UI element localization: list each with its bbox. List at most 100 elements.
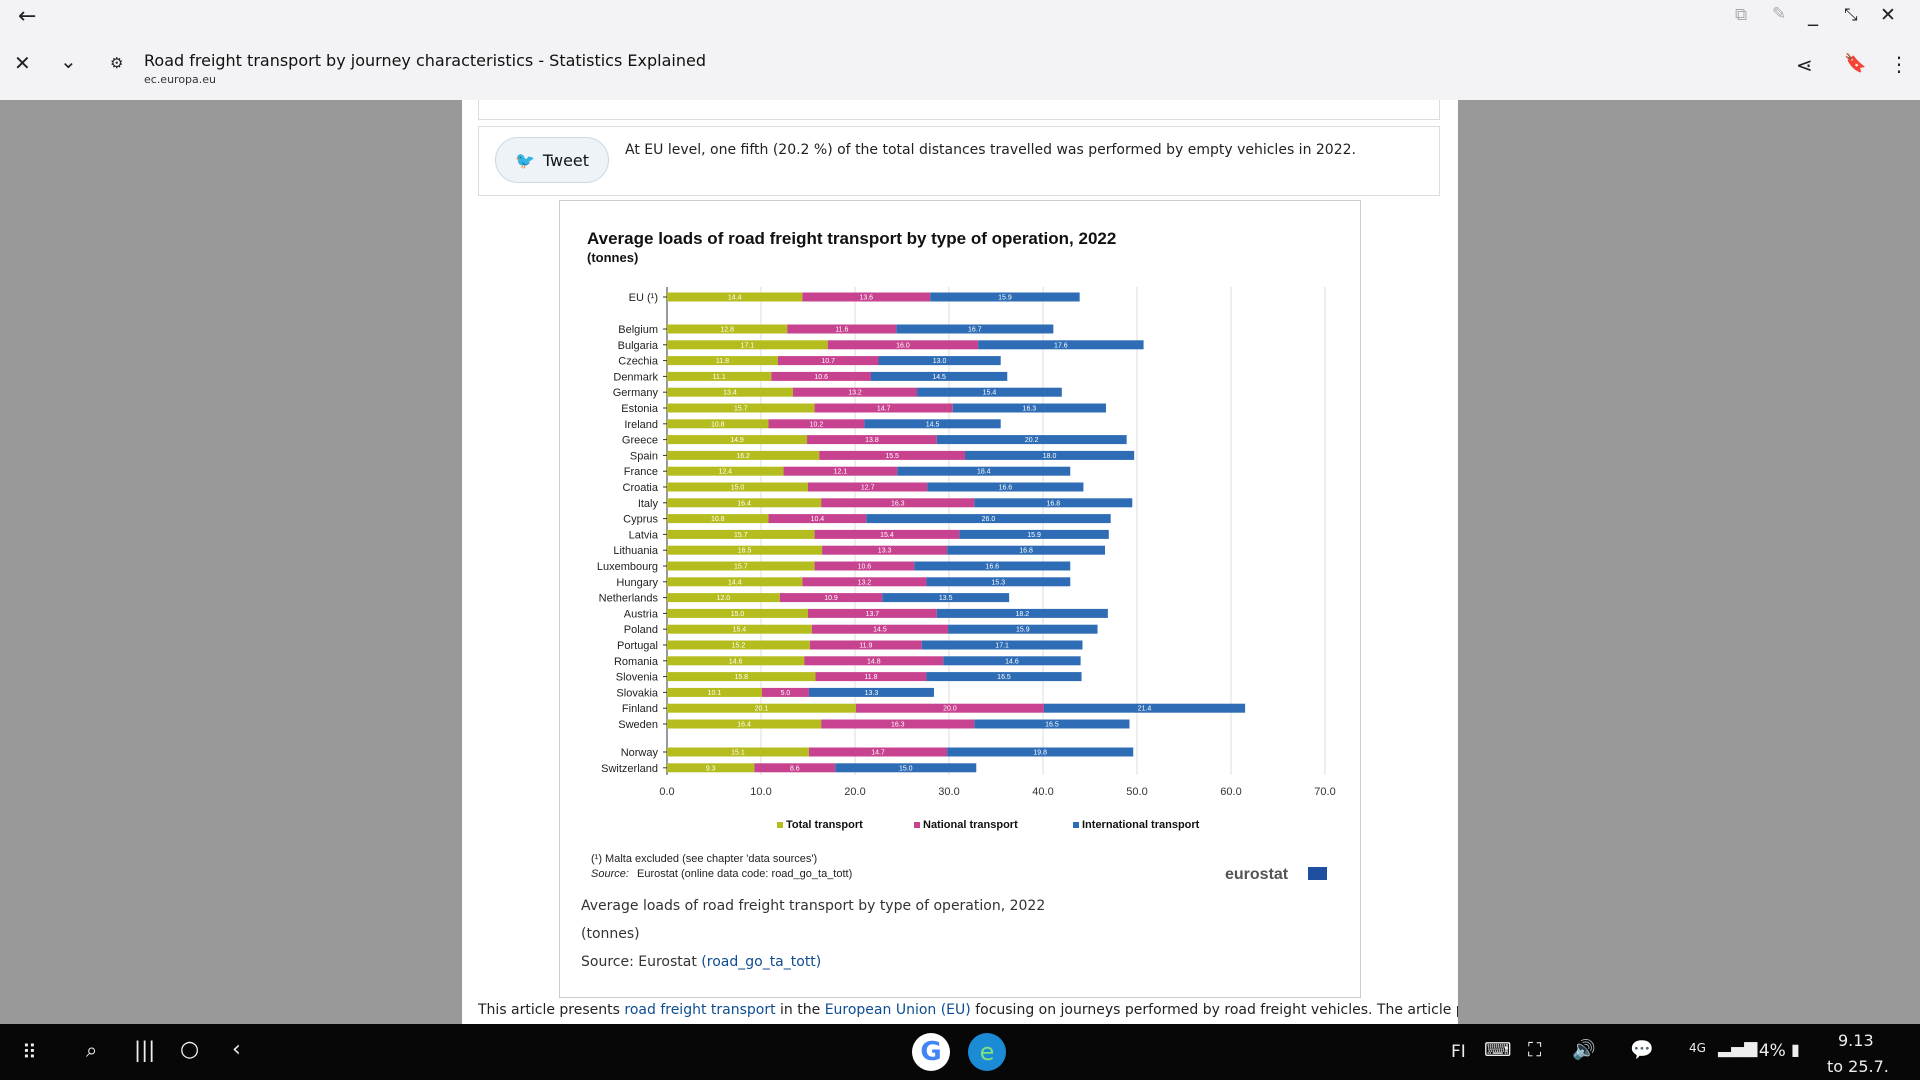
- window-duplicate-icon[interactable]: ⧉: [1735, 5, 1748, 25]
- bar-value-label: 16.6: [999, 485, 1013, 492]
- apps-grid-icon[interactable]: ⠿: [22, 1040, 37, 1064]
- notification-icon[interactable]: 💬: [1630, 1039, 1654, 1061]
- bar-value-label: 19.8: [1033, 750, 1047, 757]
- edge-browser-icon[interactable]: e: [968, 1033, 1006, 1071]
- minimize-icon[interactable]: _: [1808, 2, 1818, 26]
- battery-icon: ▮: [1791, 1040, 1800, 1059]
- clock-time[interactable]: 9.13: [1838, 1031, 1874, 1050]
- bar-segment: [948, 624, 1098, 634]
- article-text-1: This article presents: [478, 1002, 625, 1018]
- caption-unit: (tonnes): [581, 926, 640, 942]
- article-content: 🐦 Tweet At EU level, one fifth (20.2 %) …: [462, 100, 1458, 1024]
- bar-segment: [866, 514, 1111, 524]
- browser-address-bar: ✕ ⌄ ⚙ ⋖ 🔖 ⋮: [0, 34, 1920, 100]
- bar-value-label: 10.4: [811, 516, 825, 523]
- bar-segment: [667, 608, 808, 618]
- chart[interactable]: Average loads of road freight transport …: [560, 201, 1362, 999]
- bar-value-label: 14.7: [871, 750, 885, 757]
- page-url: ec.europa.eu: [144, 73, 217, 86]
- bar-value-label: 14.6: [729, 658, 743, 665]
- bar-value-label: 14.9: [730, 437, 744, 444]
- tweet-text: At EU level, one fifth (20.2 %) of the t…: [625, 142, 1356, 158]
- more-menu-icon[interactable]: ⋮: [1889, 52, 1909, 76]
- bar-value-label: 14.4: [728, 579, 742, 586]
- language-indicator[interactable]: FI: [1451, 1042, 1466, 1062]
- bar-value-label: 15.4: [983, 390, 997, 397]
- bar-value-label: 5.0: [781, 690, 791, 697]
- keyboard-icon[interactable]: ⌨: [1484, 1039, 1512, 1061]
- bar-segment: [667, 340, 828, 350]
- link-european-union[interactable]: European Union (EU): [824, 1002, 971, 1018]
- chart-source-label: Source:: [591, 868, 629, 880]
- nav-back-icon[interactable]: ‹: [232, 1037, 241, 1062]
- category-label: France: [624, 466, 658, 478]
- caption-title: Average loads of road freight transport …: [581, 898, 1046, 914]
- bar-value-label: 8.6: [790, 765, 800, 772]
- bar-segment: [667, 656, 805, 666]
- bar-value-label: 12.0: [717, 595, 731, 602]
- bar-value-label: 20.0: [943, 706, 957, 713]
- screenshot-icon[interactable]: ⛶: [1528, 1039, 1542, 1061]
- article-text-2: in the: [775, 1002, 825, 1018]
- close-window-icon[interactable]: ✕: [1880, 4, 1896, 26]
- share-icon[interactable]: ⋖: [1796, 53, 1813, 77]
- bar-value-label: 15.0: [899, 765, 913, 772]
- chevron-down-icon[interactable]: ⌄: [60, 49, 77, 73]
- bar-value-label: 10.8: [711, 516, 725, 523]
- bar-value-label: 13.5: [939, 595, 953, 602]
- recents-icon[interactable]: |||: [134, 1038, 156, 1062]
- category-label: Finland: [622, 703, 658, 715]
- pin-icon[interactable]: ✎: [1772, 4, 1787, 24]
- bar-segment: [917, 387, 1062, 397]
- bar-value-label: 10.6: [814, 374, 828, 381]
- bar-value-label: 13.7: [866, 611, 880, 618]
- bar-value-label: 14.8: [867, 658, 881, 665]
- bar-segment: [779, 593, 883, 603]
- bar-segment: [814, 529, 960, 539]
- link-road-freight-transport[interactable]: road freight transport: [624, 1002, 776, 1018]
- eurostat-logo-text: eurostat: [1225, 866, 1289, 883]
- google-app-icon[interactable]: G: [912, 1033, 950, 1071]
- site-settings-icon[interactable]: ⚙: [110, 54, 124, 72]
- battery-level: 34%: [1748, 1041, 1786, 1061]
- category-label: Ireland: [624, 419, 658, 431]
- back-arrow-icon[interactable]: ←: [18, 4, 37, 29]
- bar-value-label: 11.8: [716, 358, 729, 365]
- bar-value-label: 15.8: [734, 674, 748, 681]
- volume-icon[interactable]: 🔊: [1572, 1039, 1596, 1061]
- bar-value-label: 15.1: [731, 750, 745, 757]
- bar-segment: [943, 656, 1081, 666]
- bar-value-label: 16.3: [1023, 406, 1037, 413]
- clock-date[interactable]: to 25.7.: [1827, 1057, 1889, 1076]
- caption-source-link[interactable]: (road_go_ta_tott): [701, 954, 822, 970]
- category-label: Greece: [622, 435, 658, 447]
- search-icon[interactable]: ⌕: [86, 1038, 98, 1062]
- bar-value-label: 18.2: [1016, 611, 1030, 618]
- bar-segment: [667, 324, 788, 334]
- x-tick-label: 0.0: [659, 786, 674, 798]
- bar-segment: [771, 371, 871, 381]
- bar-value-label: 13.2: [858, 579, 872, 586]
- category-label: Latvia: [629, 529, 659, 541]
- bar-segment: [896, 324, 1054, 334]
- bar-segment: [827, 340, 979, 350]
- bar-segment: [667, 703, 856, 713]
- bar-segment: [926, 672, 1082, 682]
- bar-segment: [927, 482, 1084, 492]
- category-label: Denmark: [613, 371, 658, 383]
- bar-segment: [667, 545, 823, 555]
- bar-value-label: 16.8: [1019, 548, 1033, 555]
- bar-value-label: 12.1: [834, 469, 848, 476]
- tweet-button[interactable]: 🐦 Tweet: [495, 137, 609, 183]
- bar-segment: [667, 640, 810, 650]
- bar-value-label: 15.4: [880, 532, 894, 539]
- close-tab-icon[interactable]: ✕: [14, 51, 31, 75]
- home-icon[interactable]: ○: [180, 1037, 200, 1062]
- bar-segment: [768, 419, 865, 429]
- bar-segment: [811, 624, 949, 634]
- x-tick-label: 10.0: [750, 786, 771, 798]
- restore-icon[interactable]: ⤡: [1844, 5, 1858, 25]
- bar-value-label: 12.7: [861, 485, 875, 492]
- bookmark-icon[interactable]: 🔖: [1844, 53, 1867, 74]
- bar-segment: [930, 292, 1080, 302]
